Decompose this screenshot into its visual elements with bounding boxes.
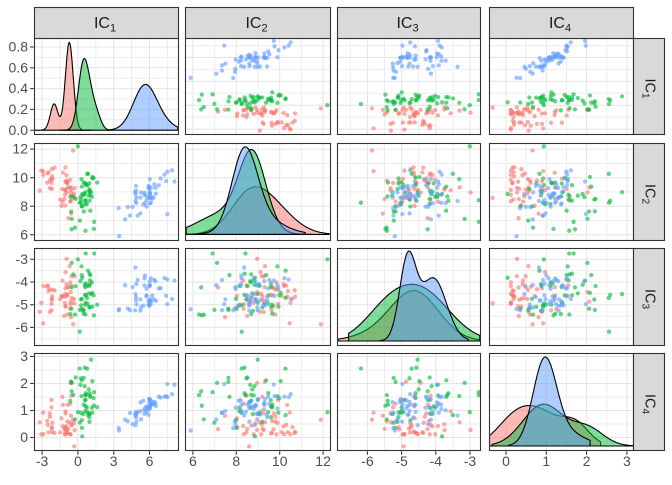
svg-text:6: 6 xyxy=(146,453,154,469)
svg-text:0: 0 xyxy=(502,453,510,469)
svg-text:-6: -6 xyxy=(361,453,374,469)
svg-text:3: 3 xyxy=(623,453,631,469)
svg-text:3: 3 xyxy=(20,348,28,364)
svg-text:6: 6 xyxy=(20,226,28,242)
svg-text:-5: -5 xyxy=(16,296,29,312)
svg-text:12: 12 xyxy=(12,141,28,157)
svg-text:-5: -5 xyxy=(395,453,408,469)
svg-text:-6: -6 xyxy=(16,319,29,335)
svg-text:3: 3 xyxy=(110,453,118,469)
svg-text:10: 10 xyxy=(12,169,28,185)
svg-text:-4: -4 xyxy=(430,453,443,469)
svg-text:6: 6 xyxy=(189,453,197,469)
svg-text:1: 1 xyxy=(20,402,28,418)
svg-text:-3: -3 xyxy=(464,453,477,469)
svg-text:-4: -4 xyxy=(16,274,29,290)
svg-text:2: 2 xyxy=(20,375,28,391)
svg-text:0.2: 0.2 xyxy=(9,101,29,117)
svg-text:0.4: 0.4 xyxy=(9,80,29,96)
svg-text:1: 1 xyxy=(542,453,550,469)
svg-text:0.0: 0.0 xyxy=(9,122,29,138)
svg-text:2: 2 xyxy=(583,453,591,469)
svg-text:8: 8 xyxy=(232,453,240,469)
svg-text:0.8: 0.8 xyxy=(9,39,29,55)
svg-text:0: 0 xyxy=(20,429,28,445)
svg-text:-3: -3 xyxy=(36,453,49,469)
svg-text:12: 12 xyxy=(315,453,331,469)
svg-text:8: 8 xyxy=(20,198,28,214)
svg-text:-3: -3 xyxy=(16,251,29,267)
svg-text:0: 0 xyxy=(74,453,82,469)
svg-text:0.6: 0.6 xyxy=(9,59,29,75)
svg-text:10: 10 xyxy=(272,453,288,469)
